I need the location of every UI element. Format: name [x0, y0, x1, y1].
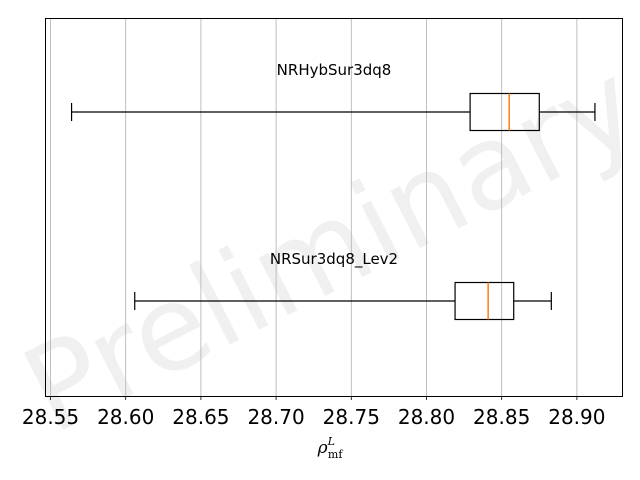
plot-frame	[45, 18, 623, 397]
x-tick-label: 28.55	[22, 405, 79, 429]
x-ticks: 28.55 28.60 28.65 28.70 28.75 28.80 28.85 28.90	[22, 396, 606, 429]
x-tick-label: 28.70	[247, 405, 304, 429]
series-label: NRHybSur3dq8	[277, 61, 392, 79]
box-item: NRSur3dq8_Lev2	[134, 250, 552, 321]
box-iqr	[454, 281, 515, 321]
x-axis-label-symbol: ρ	[317, 438, 328, 458]
x-tick-label: 28.75	[323, 405, 380, 429]
x-tick-label: 28.65	[172, 405, 229, 429]
x-tick-label: 28.60	[97, 405, 154, 429]
x-tick-label: 28.85	[473, 405, 530, 429]
x-axis-label: ρL mf	[317, 435, 344, 461]
x-tick-label: 28.80	[398, 405, 455, 429]
x-axis-label-subscript: mf	[328, 448, 343, 461]
x-tick-label: 28.90	[548, 405, 605, 429]
series-label: NRSur3dq8_Lev2	[270, 250, 398, 269]
box-series: NRHybSur3dq8 NRSur3dq8_Lev2	[70, 61, 596, 321]
gridlines	[50, 19, 578, 396]
box-iqr	[469, 92, 540, 132]
box-item: NRHybSur3dq8	[70, 61, 596, 132]
x-axis-label-superscript: L	[327, 435, 335, 448]
